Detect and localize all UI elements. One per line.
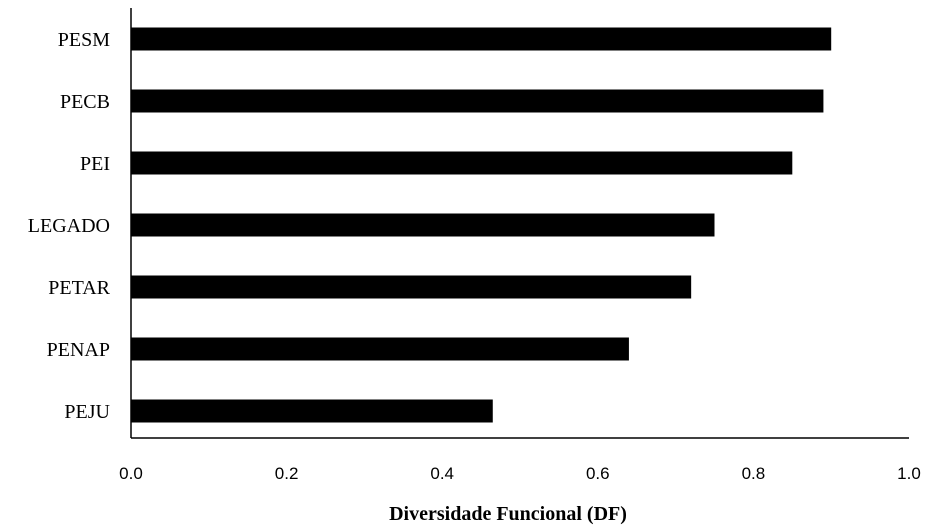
x-tick-label-3: 0.6 (586, 464, 610, 483)
bar-peju (131, 400, 493, 423)
category-label-penap: PENAP (47, 339, 110, 361)
bar-legado (131, 214, 715, 237)
category-label-petar: PETAR (48, 277, 110, 299)
category-label-peju: PEJU (64, 401, 110, 423)
category-label-pei: PEI (80, 153, 110, 175)
x-tick-label-2: 0.4 (430, 464, 454, 483)
category-label-legado: LEGADO (28, 215, 110, 237)
x-axis-title: Diversidade Funcional (DF) (389, 503, 627, 525)
bar-penap (131, 338, 629, 361)
x-tick-label-0: 0.0 (119, 464, 143, 483)
category-label-pesm: PESM (58, 29, 110, 51)
bar-petar (131, 276, 691, 299)
x-tick-label-5: 1.0 (897, 464, 921, 483)
category-labels-group: PESM PECB PEI LEGADO PETAR PENAP PEJU (28, 29, 111, 423)
x-tick-label-4: 0.8 (742, 464, 766, 483)
bars-group (131, 28, 831, 423)
category-label-pecb: PECB (60, 91, 110, 113)
bar-pei (131, 152, 792, 175)
bar-pesm (131, 28, 831, 51)
bar-pecb (131, 90, 823, 113)
x-tick-labels-group: 0.0 0.2 0.4 0.6 0.8 1.0 (119, 464, 921, 483)
x-tick-label-1: 0.2 (275, 464, 299, 483)
